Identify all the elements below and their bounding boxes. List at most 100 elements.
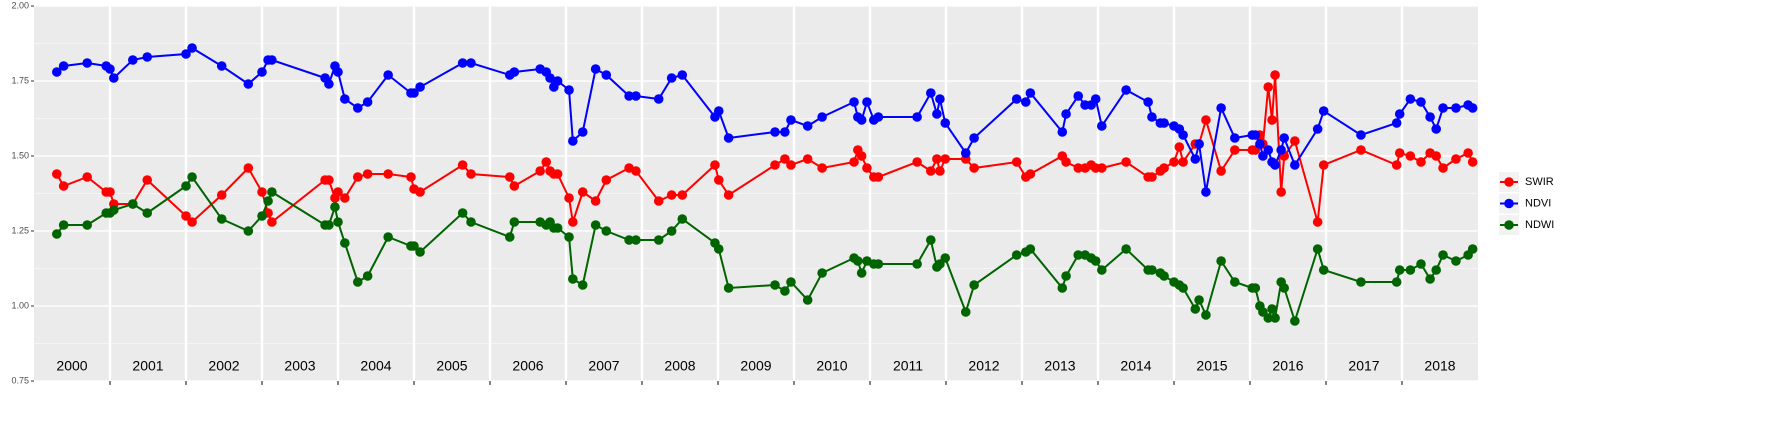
data-point <box>1090 256 1101 266</box>
data-point <box>105 187 115 197</box>
data-point <box>545 73 555 83</box>
data-point <box>187 172 197 182</box>
data-point <box>710 160 720 170</box>
year-label: 2017 <box>1348 358 1379 374</box>
data-point <box>340 193 350 203</box>
data-point <box>1391 277 1402 287</box>
data-point <box>590 220 601 230</box>
data-point <box>1290 136 1300 146</box>
data-point <box>1312 244 1323 254</box>
data-point <box>873 112 884 122</box>
data-point <box>1270 160 1280 170</box>
data-point <box>1267 304 1277 314</box>
data-point <box>940 154 951 164</box>
data-point <box>1431 124 1441 134</box>
legend-point <box>1504 220 1514 230</box>
data-point <box>415 187 425 197</box>
data-point <box>243 163 254 173</box>
data-point <box>333 67 343 77</box>
data-point <box>631 91 641 101</box>
data-point <box>770 280 780 290</box>
data-point <box>243 226 254 236</box>
data-point <box>340 94 350 104</box>
y-tick-label: 1.25 <box>11 225 29 235</box>
y-tick-label: 1.50 <box>11 150 29 160</box>
legend-point <box>1504 177 1514 187</box>
data-point <box>631 166 641 176</box>
data-point <box>960 148 971 158</box>
data-point <box>1011 250 1022 260</box>
year-label: 2003 <box>284 358 315 374</box>
data-point <box>333 217 343 227</box>
data-point <box>713 106 724 116</box>
data-point <box>677 214 688 224</box>
data-point <box>786 160 796 170</box>
data-point <box>1121 244 1131 254</box>
data-point <box>216 214 227 224</box>
data-point <box>509 67 520 77</box>
year-label: 2000 <box>56 358 87 374</box>
data-point <box>362 271 373 281</box>
data-point <box>849 157 859 167</box>
data-point <box>1174 142 1185 152</box>
data-point <box>552 223 563 233</box>
year-label: 2014 <box>1120 358 1151 374</box>
data-point <box>187 217 197 227</box>
data-point <box>856 268 867 278</box>
data-point <box>466 58 476 68</box>
data-point <box>52 229 62 239</box>
data-point <box>926 166 936 176</box>
data-point <box>352 172 363 182</box>
data-point <box>1178 130 1188 140</box>
data-point <box>1416 157 1426 167</box>
data-point <box>409 88 419 98</box>
data-point <box>1057 283 1068 293</box>
data-point <box>109 73 119 83</box>
data-point <box>257 187 267 197</box>
data-point <box>817 163 827 173</box>
year-label: 2001 <box>132 358 163 374</box>
data-point <box>257 67 267 77</box>
data-point <box>1416 97 1426 107</box>
data-point <box>590 196 601 206</box>
data-point <box>1178 157 1188 167</box>
data-point <box>713 244 724 254</box>
data-point <box>1263 82 1274 92</box>
year-label: 2016 <box>1272 358 1303 374</box>
data-point <box>873 172 884 182</box>
data-point <box>340 238 350 248</box>
data-point <box>932 154 942 164</box>
data-point <box>541 157 552 167</box>
data-point <box>1025 244 1036 254</box>
data-point <box>960 307 971 317</box>
data-point <box>780 154 790 164</box>
data-point <box>1431 151 1441 161</box>
data-point <box>243 79 254 89</box>
data-point <box>940 118 951 128</box>
data-point <box>362 97 373 107</box>
data-point <box>509 181 520 191</box>
data-point <box>1057 127 1068 137</box>
data-point <box>142 208 153 218</box>
data-point <box>1318 106 1329 116</box>
data-point <box>817 112 827 122</box>
data-point <box>1201 115 1211 125</box>
data-point <box>552 169 563 179</box>
data-point <box>624 235 634 245</box>
data-point <box>969 163 979 173</box>
year-label: 2004 <box>360 358 391 374</box>
data-point <box>52 67 62 77</box>
data-point <box>187 43 197 53</box>
data-point <box>1250 130 1261 140</box>
data-point <box>1290 160 1300 170</box>
data-point <box>912 259 922 269</box>
data-point <box>1159 271 1169 281</box>
data-point <box>1073 250 1084 260</box>
data-point <box>1216 166 1226 176</box>
data-point <box>1431 265 1441 275</box>
data-point <box>1025 169 1036 179</box>
data-point <box>216 61 227 71</box>
data-point <box>677 190 688 200</box>
data-point <box>1061 157 1071 167</box>
